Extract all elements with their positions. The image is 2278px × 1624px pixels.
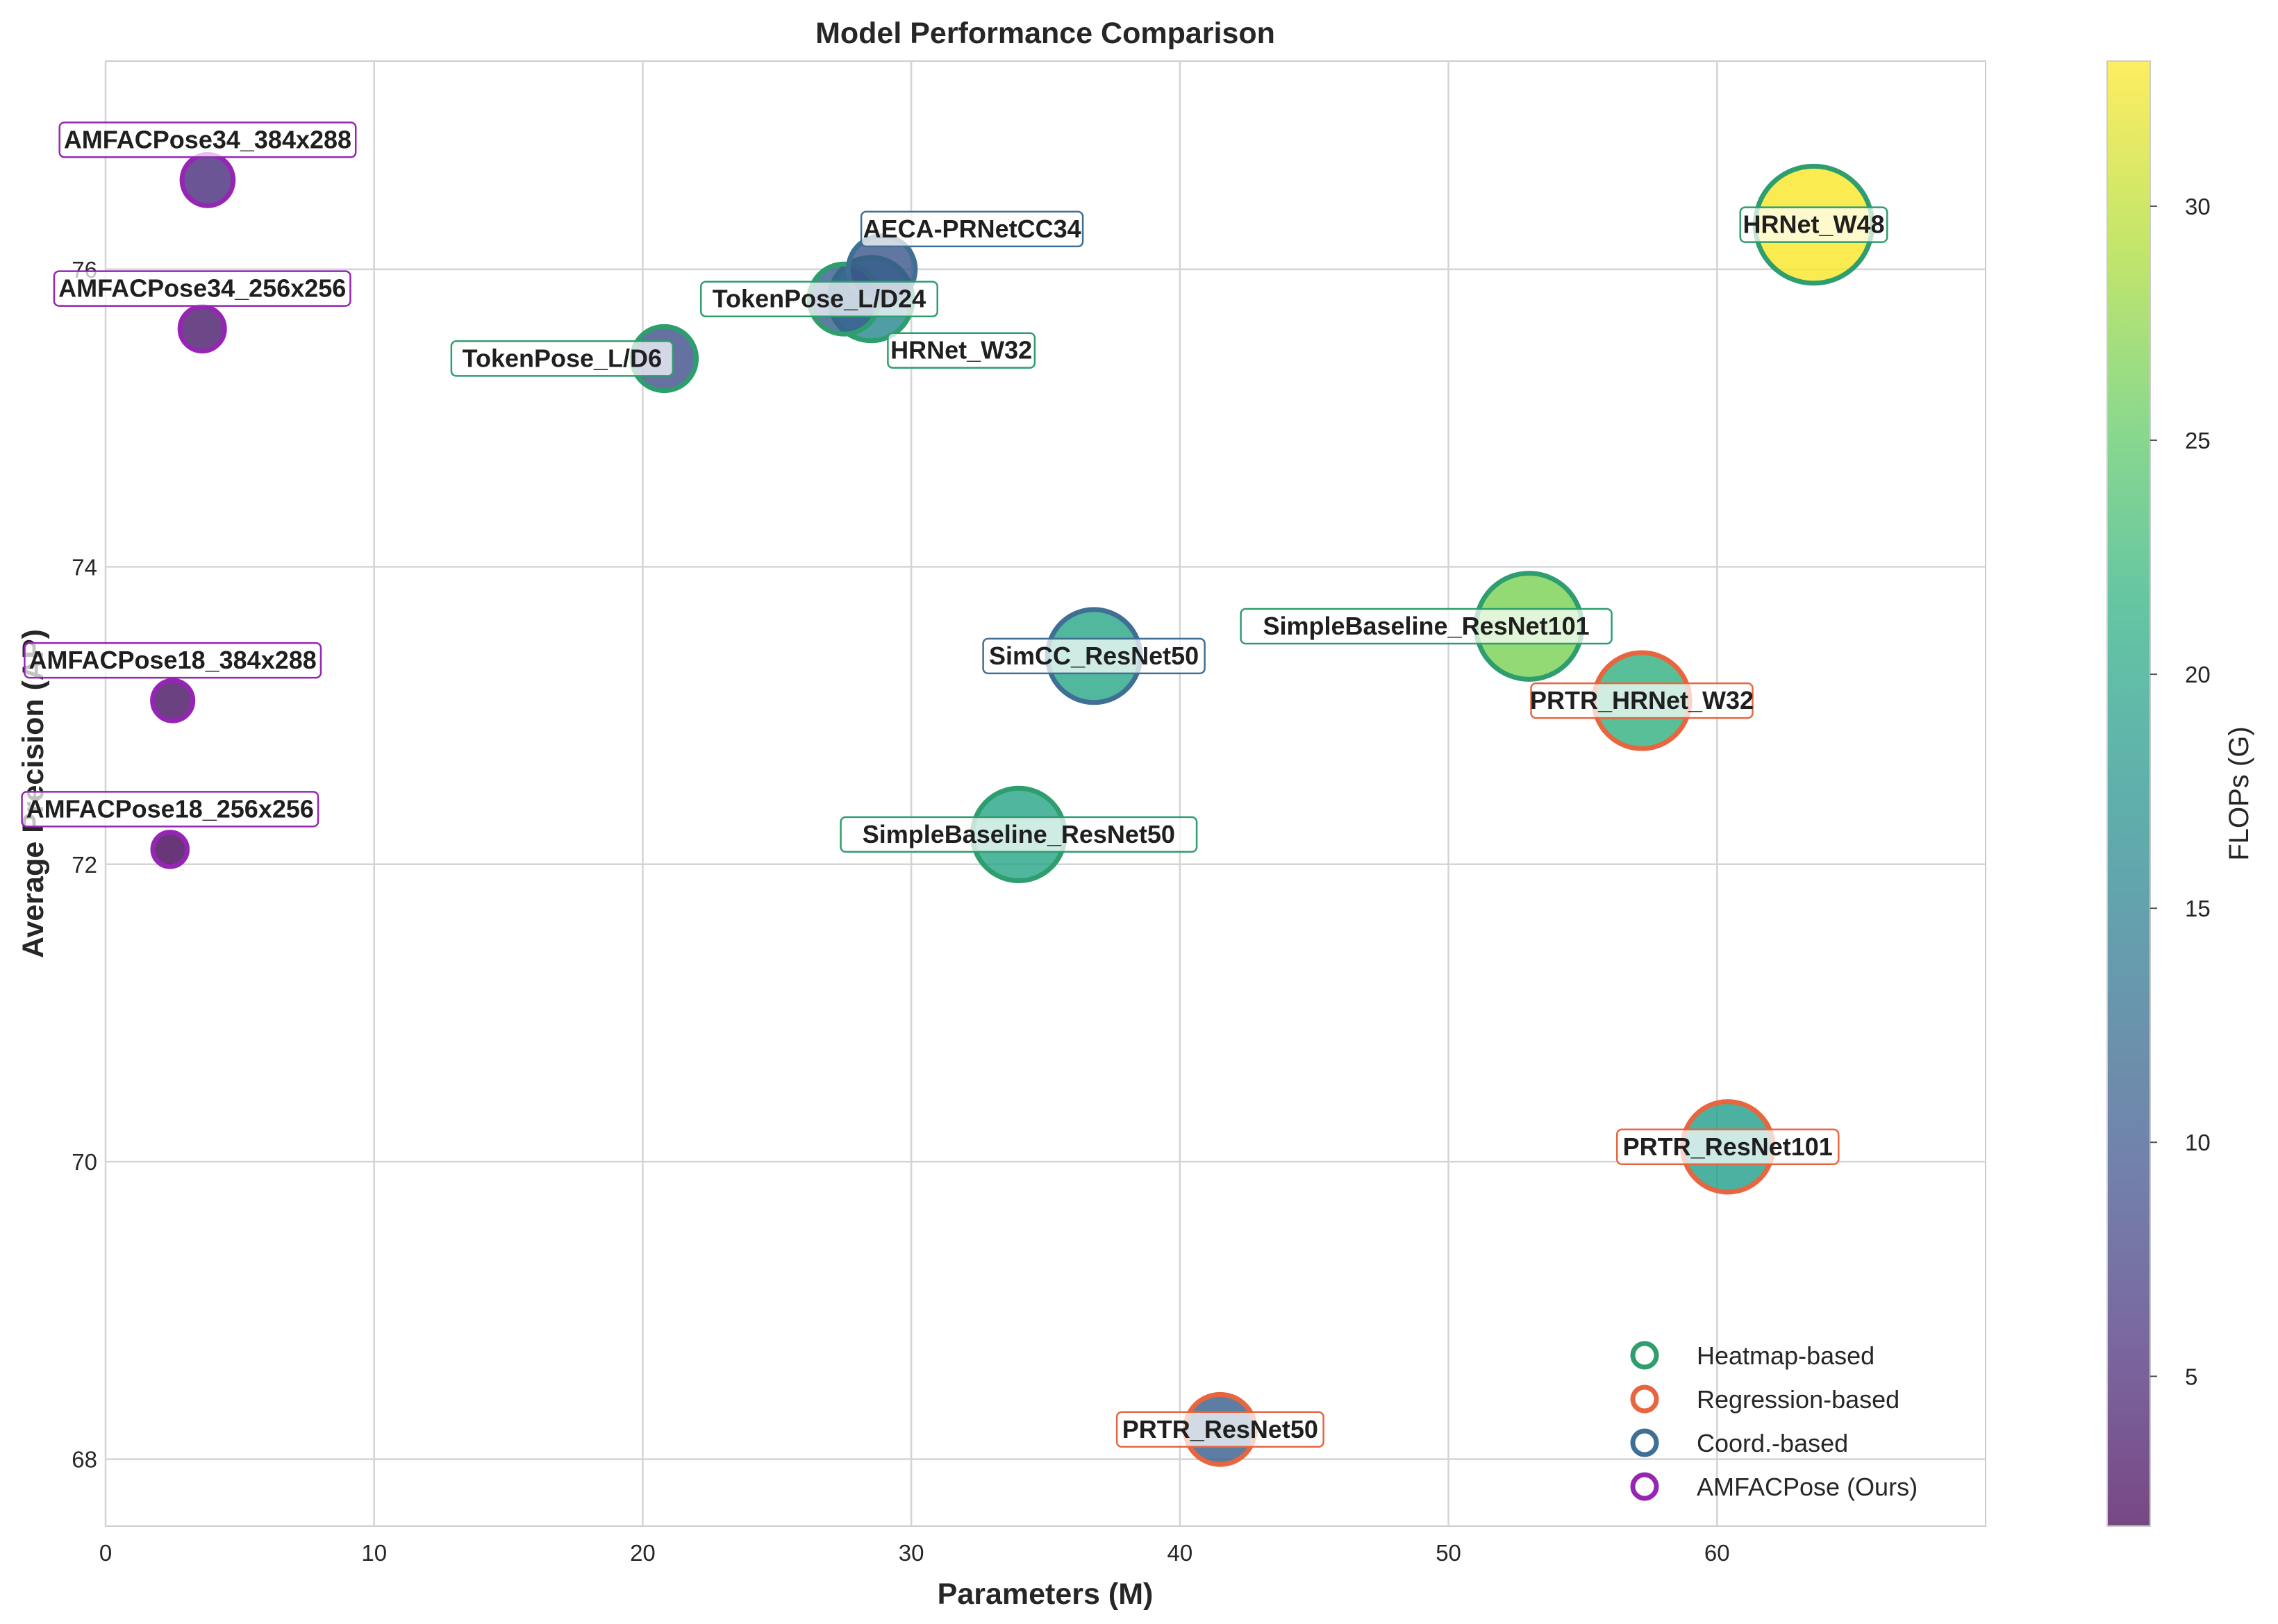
data-point [177, 304, 227, 354]
point-label-box [1240, 608, 1613, 645]
colorbar [2106, 60, 2151, 1527]
point-label: SimCC_ResNet50 [989, 642, 1199, 670]
x-tick-label: 10 [361, 1540, 387, 1566]
point-label: AECA-PRNetCC34 [863, 215, 1081, 243]
colorbar-ticks: 5 10 15 20 25 30 [2150, 194, 2211, 1389]
colorbar-tick-label: 15 [2185, 896, 2211, 921]
legend-marker [1630, 1384, 1659, 1414]
legend-label: Heatmap-based [1697, 1341, 1874, 1370]
x-axis-ticks: 0 10 20 30 40 50 60 [99, 1540, 1730, 1566]
x-axis-title: Parameters (M) [938, 1577, 1154, 1611]
x-tick-label: 50 [1436, 1540, 1461, 1566]
colorbar-tick-label: 10 [2185, 1130, 2211, 1155]
grid [104, 61, 1986, 1526]
point-label: PRTR_ResNet101 [1623, 1132, 1833, 1161]
data-point [179, 152, 236, 208]
legend-label: AMFACPose (Ours) [1697, 1473, 1918, 1501]
point-label-box [982, 637, 1206, 675]
point-label: AMFACPose18_256x256 [26, 794, 314, 823]
point-label-box [21, 791, 319, 828]
point-label: PRTR_ResNet50 [1122, 1415, 1318, 1443]
point-label-box [53, 270, 351, 307]
point-label: TokenPose_L/D6 [463, 344, 662, 372]
point-label-box [1616, 1128, 1840, 1166]
point-label-box [450, 340, 674, 377]
colorbar-gradient [2106, 60, 2151, 1527]
point-label: AMFACPose34_256x256 [58, 274, 346, 303]
point-label-box [1115, 1411, 1324, 1448]
point-label-box [24, 642, 322, 679]
point-label: TokenPose_L/D24 [713, 285, 926, 313]
plot-area [105, 60, 1986, 1527]
colorbar-tick-label: 20 [2185, 662, 2211, 687]
x-tick-label: 30 [899, 1540, 924, 1566]
y-tick-label: 72 [72, 852, 97, 878]
point-label-box [699, 281, 938, 317]
point-label-box [1739, 206, 1888, 243]
chart-title: Model Performance Comparison [815, 17, 1275, 50]
x-tick-label: 40 [1167, 1540, 1192, 1566]
x-tick-label: 20 [630, 1540, 656, 1566]
y-tick-label: 70 [72, 1149, 97, 1175]
point-label: AMFACPose18_384x288 [29, 646, 317, 674]
point-label: HRNet_W32 [890, 336, 1032, 365]
point-label-box [840, 816, 1198, 853]
legend-marker [1630, 1428, 1659, 1457]
legend-label: Regression-based [1697, 1385, 1899, 1414]
point-label: SimpleBaseline_ResNet50 [863, 820, 1175, 848]
point-label-box [887, 332, 1036, 369]
data-point [150, 678, 196, 723]
point-label: AMFACPose34_384x288 [64, 125, 351, 153]
legend-marker [1630, 1472, 1659, 1501]
point-label-box [58, 122, 357, 158]
legend: Heatmap-based Regression-based Coord.-base… [1630, 1341, 1918, 1501]
data-point [150, 830, 190, 869]
point-label-box [1530, 682, 1754, 719]
x-tick-label: 60 [1704, 1540, 1730, 1566]
point-label: SimpleBaseline_ResNet101 [1263, 612, 1589, 640]
colorbar-title: FLOPs (G) [2224, 726, 2254, 860]
legend-marker [1630, 1341, 1659, 1370]
point-label: PRTR_HRNet_W32 [1530, 686, 1754, 714]
point-label: HRNet_W48 [1743, 210, 1884, 239]
point-label-box [860, 210, 1084, 248]
y-tick-label: 74 [72, 554, 97, 580]
point-labels: AMFACPose34_384x288 AMFACPose34_256x256 AM… [21, 122, 1888, 1448]
x-tick-label: 0 [99, 1540, 112, 1566]
colorbar-tick-label: 25 [2185, 428, 2211, 453]
legend-label: Coord.-based [1697, 1429, 1848, 1457]
colorbar-tick-label: 30 [2185, 194, 2211, 219]
y-tick-label: 68 [72, 1447, 97, 1473]
colorbar-tick-label: 5 [2185, 1364, 2197, 1389]
